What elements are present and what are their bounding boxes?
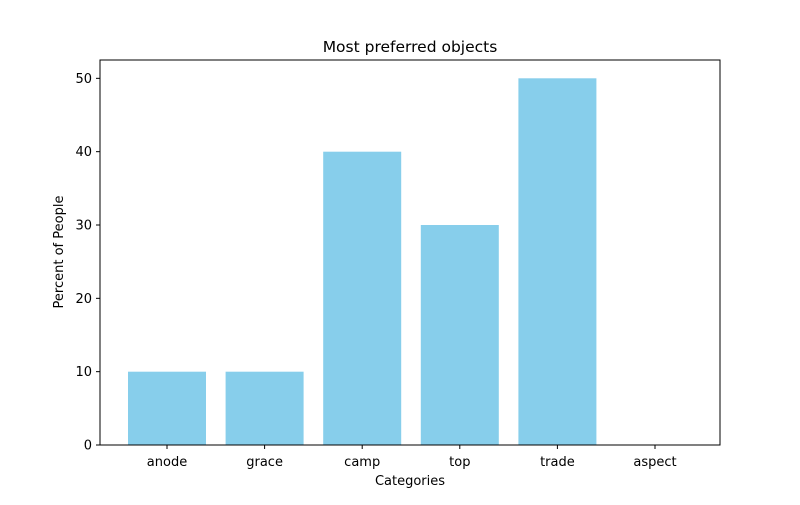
x-tick-label-aspect: aspect [633, 455, 676, 470]
y-tick-label: 50 [75, 72, 92, 87]
bar-trade [518, 78, 597, 446]
x-tick-label-top: top [449, 455, 470, 470]
y-tick-label: 0 [84, 439, 92, 454]
bar-grace [225, 371, 304, 445]
bars-layer [128, 78, 597, 446]
y-tick-label: 30 [75, 219, 92, 234]
axes-layer: 0 10 20 30 40 50 anode grace camp top trade aspect [75, 59, 721, 470]
bar-anode [128, 371, 206, 445]
bar-camp [323, 151, 402, 445]
chart-title: Most preferred objects [323, 38, 498, 56]
y-tick-label: 20 [75, 292, 92, 307]
x-tick-label-grace: grace [246, 455, 283, 470]
x-tick-label-camp: camp [344, 455, 380, 470]
x-tick-label-anode: anode [147, 455, 187, 470]
bar-top [420, 225, 499, 445]
y-tick-label: 40 [75, 145, 92, 160]
y-tick-label: 10 [75, 365, 92, 380]
x-axis-title: Categories [375, 474, 445, 489]
x-tick-label-trade: trade [540, 455, 575, 470]
y-axis-title: Percent of People [52, 196, 67, 309]
plot-frame [99, 59, 721, 446]
